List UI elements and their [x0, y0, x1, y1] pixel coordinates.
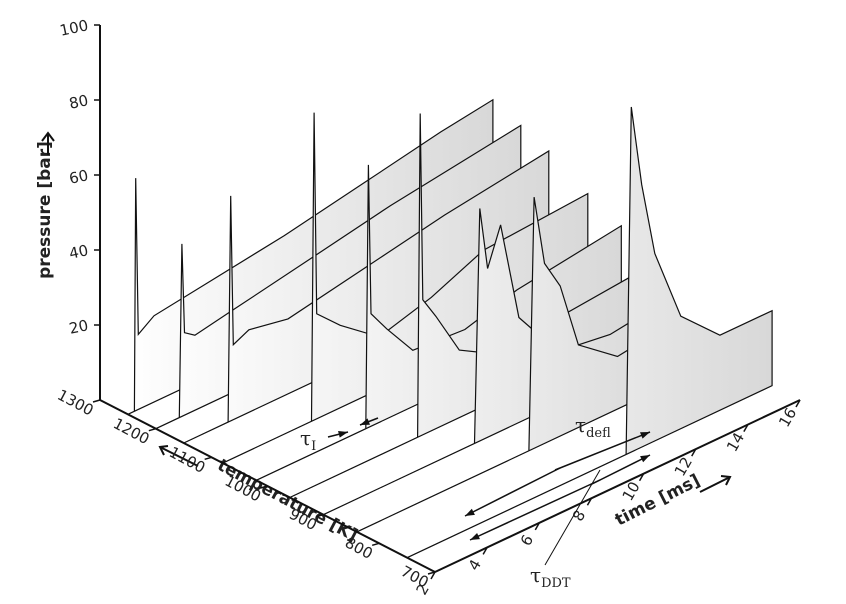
annotation: τdefl: [575, 413, 611, 441]
x-axis-label: time [ms]: [612, 471, 703, 531]
arrow-head: [465, 508, 475, 516]
x-tick: [586, 497, 593, 506]
z-tick-label: 1200: [110, 414, 152, 448]
z-tick: [427, 571, 436, 575]
z-tick-label: 1100: [166, 443, 208, 477]
x-tick: [691, 448, 697, 457]
arrow-head: [640, 432, 650, 439]
x-tick: [482, 547, 488, 555]
annotation-sub: DDT: [541, 576, 571, 591]
annotation-arrow: [469, 479, 601, 541]
y-tick-label: 20: [67, 316, 89, 338]
axis-arrow: [699, 475, 732, 493]
y-axis-label: pressure [bar]: [35, 141, 55, 279]
annotation-symbol: τ: [575, 413, 586, 437]
x-tick: [743, 424, 749, 432]
leader: [544, 469, 601, 566]
trace: [406, 106, 773, 559]
axis-arrow: [41, 131, 55, 155]
x-tick: [638, 473, 645, 482]
x-tick: [795, 399, 801, 408]
x-tick-label: 16: [775, 405, 800, 431]
z-tick: [204, 456, 212, 461]
y-tick-label: 100: [58, 16, 90, 40]
z-tick: [148, 427, 157, 432]
annotation-symbol: τ: [530, 563, 541, 587]
y-tick-label: 60: [67, 166, 89, 188]
z-tick: [92, 399, 101, 403]
annotation-sub: defl: [586, 426, 611, 441]
z-tick: [260, 485, 268, 489]
x-tick: [430, 571, 436, 580]
annotation-sub: I: [311, 439, 316, 454]
axis-arrow: [158, 445, 199, 467]
y-tick-label: 40: [67, 241, 89, 263]
annotation-arrow: [464, 467, 561, 517]
annotation-arrow: [589, 454, 651, 486]
arrow-head: [640, 455, 650, 463]
x-tick-label: 4: [465, 556, 485, 573]
x-tick-label: 14: [723, 429, 748, 455]
x-tick-label: 8: [569, 507, 589, 524]
x-tick: [534, 522, 540, 531]
annotation: τDDT: [530, 563, 571, 591]
x-axis: [434, 399, 801, 573]
z-tick: [316, 513, 324, 518]
annotation-arrow: [554, 431, 651, 471]
annotation: τI: [300, 426, 316, 454]
y-tick-label: 80: [67, 91, 89, 113]
trace: [356, 197, 671, 533]
arrow-head: [470, 532, 480, 540]
annotation-symbol: τ: [300, 426, 311, 450]
x-tick-label: 6: [517, 532, 537, 549]
arrow-head: [360, 418, 370, 425]
z-tick-label: 1300: [54, 386, 96, 420]
arrow-head: [338, 430, 348, 438]
z-tick: [371, 542, 380, 547]
